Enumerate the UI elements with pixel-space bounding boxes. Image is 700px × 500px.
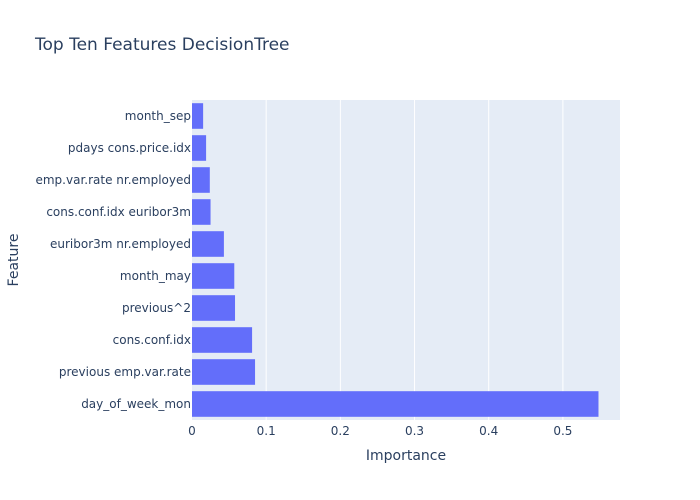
bar[interactable] [192, 231, 224, 257]
x-tick-label: 0.2 [331, 424, 350, 438]
y-tick-label: month_sep [125, 109, 191, 123]
x-axis-ticks: 0 0.1 0.2 0.3 0.4 0.5 [188, 424, 572, 438]
bar[interactable] [192, 327, 253, 353]
gridlines [265, 100, 564, 420]
bar[interactable] [192, 167, 210, 193]
y-axis-ticks: day_of_week_mon previous emp.var.rate cons… [35, 109, 191, 411]
y-axis-title: Feature [6, 234, 22, 287]
bars [192, 103, 599, 417]
y-tick-label: cons.conf.idx euribor3m [46, 205, 191, 219]
y-tick-label: cons.conf.idx [113, 333, 191, 347]
x-tick-label: 0.4 [479, 424, 498, 438]
chart-title: Top Ten Features DecisionTree [34, 35, 290, 55]
bar[interactable] [192, 295, 236, 321]
x-tick-label: 0.3 [405, 424, 424, 438]
y-tick-label: month_may [120, 269, 191, 283]
bar[interactable] [192, 103, 204, 129]
x-axis-title: Importance [366, 448, 446, 464]
bar[interactable] [192, 263, 235, 289]
bar[interactable] [192, 359, 256, 385]
plot-area [192, 100, 620, 420]
x-tick-label: 0 [188, 424, 196, 438]
y-tick-label: day_of_week_mon [81, 397, 191, 411]
y-tick-label: previous emp.var.rate [59, 365, 191, 379]
bar[interactable] [192, 135, 207, 161]
bar[interactable] [192, 391, 599, 417]
x-tick-label: 0.5 [553, 424, 572, 438]
y-tick-label: previous^2 [122, 301, 191, 315]
y-tick-label: euribor3m nr.employed [50, 237, 191, 251]
y-tick-label: pdays cons.price.idx [68, 141, 191, 155]
x-tick-label: 0.1 [257, 424, 276, 438]
bar[interactable] [192, 199, 211, 225]
y-tick-label: emp.var.rate nr.employed [35, 173, 191, 187]
